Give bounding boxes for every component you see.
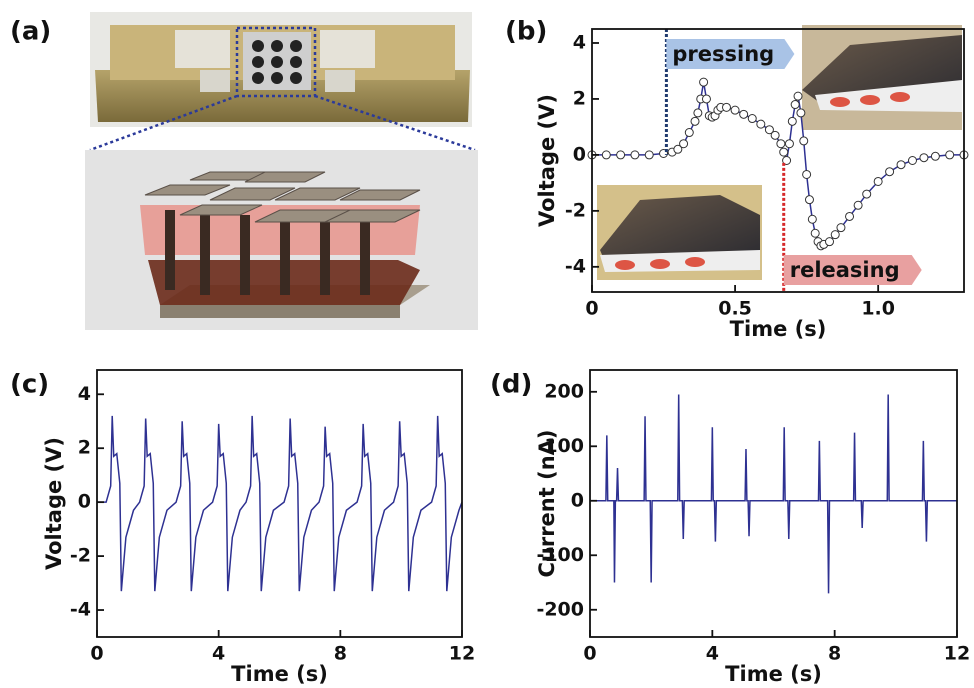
y-tick-label: -4 (565, 255, 586, 277)
data-point (805, 196, 813, 204)
y-tick-label: -2 (70, 545, 91, 567)
data-point (757, 120, 765, 128)
data-point (680, 140, 688, 148)
data-point (897, 161, 905, 169)
data-point (837, 224, 845, 232)
y-tick-label: 2 (573, 87, 586, 109)
x-tick-label: 12 (944, 643, 970, 665)
data-point (617, 151, 625, 159)
y-tick-label: -200 (536, 598, 584, 620)
x-tick-label: 4 (212, 643, 225, 665)
data-point (800, 137, 808, 145)
data-point (691, 117, 699, 125)
data-point (811, 229, 819, 237)
panel-label: (d) (490, 370, 532, 400)
x-tick-label: 8 (828, 643, 841, 665)
render-device (85, 150, 478, 330)
data-point (826, 238, 834, 246)
y-tick-label: 4 (78, 383, 91, 405)
data-point (908, 157, 916, 165)
data-point (846, 212, 854, 220)
x-tick-label: 0 (583, 643, 596, 665)
y-tick-label: 2 (78, 437, 91, 459)
x-tick-label: 0 (90, 643, 103, 665)
annotation-label: releasing (790, 258, 900, 282)
panel-label: (a) (10, 17, 51, 47)
plot-frame (590, 370, 957, 637)
data-point (685, 129, 693, 137)
data-point (631, 151, 639, 159)
data-point (791, 101, 799, 109)
photo-device (90, 12, 472, 127)
y-tick-label: -4 (70, 599, 91, 621)
data-point (602, 151, 610, 159)
x-tick-label: 8 (334, 643, 347, 665)
y-tick-label: 200 (544, 380, 584, 402)
data-line (590, 395, 957, 594)
data-point (920, 154, 928, 162)
data-point (645, 151, 653, 159)
data-point (931, 152, 939, 160)
y-tick-label: 0 (571, 489, 584, 511)
data-point (771, 131, 779, 139)
data-point (780, 148, 788, 156)
x-tick-label: 4 (706, 643, 719, 665)
data-point (702, 95, 710, 103)
data-point (794, 92, 802, 100)
data-point (700, 78, 708, 86)
figure: (a) pressingreleasing00.51.0-4-2024Time … (0, 0, 974, 688)
data-line (97, 416, 462, 591)
y-tick-label: 0 (78, 491, 91, 513)
data-point (874, 177, 882, 185)
y-tick-label: -2 (565, 199, 586, 221)
y-axis-label: Voltage (V) (42, 437, 66, 570)
data-point (731, 106, 739, 114)
inset-photo (597, 185, 762, 280)
y-tick-label: 4 (573, 31, 586, 53)
x-axis-label: Time (s) (231, 662, 328, 686)
x-tick-label: 12 (449, 643, 475, 665)
data-point (946, 151, 954, 159)
data-point (803, 170, 811, 178)
data-point (748, 115, 756, 123)
data-point (785, 140, 793, 148)
data-point (788, 117, 796, 125)
y-tick-label: 0 (573, 143, 586, 165)
data-point (863, 190, 871, 198)
panel-label: (c) (10, 370, 49, 400)
data-point (694, 109, 702, 117)
data-point (854, 201, 862, 209)
data-point (777, 140, 785, 148)
x-axis-label: Time (s) (730, 317, 827, 341)
data-point (831, 231, 839, 239)
x-tick-label: 0 (585, 298, 598, 320)
data-point (886, 168, 894, 176)
panel-label: (b) (505, 17, 547, 47)
x-axis-label: Time (s) (725, 662, 822, 686)
y-axis-label: Voltage (V) (535, 94, 559, 227)
x-tick-label: 1.0 (861, 298, 895, 320)
annotation-label: pressing (672, 42, 774, 66)
data-point (808, 215, 816, 223)
data-point (740, 110, 748, 118)
y-axis-label: Current (nA) (535, 429, 559, 577)
data-point (797, 109, 805, 117)
inset-photo (802, 25, 962, 130)
data-point (722, 103, 730, 111)
